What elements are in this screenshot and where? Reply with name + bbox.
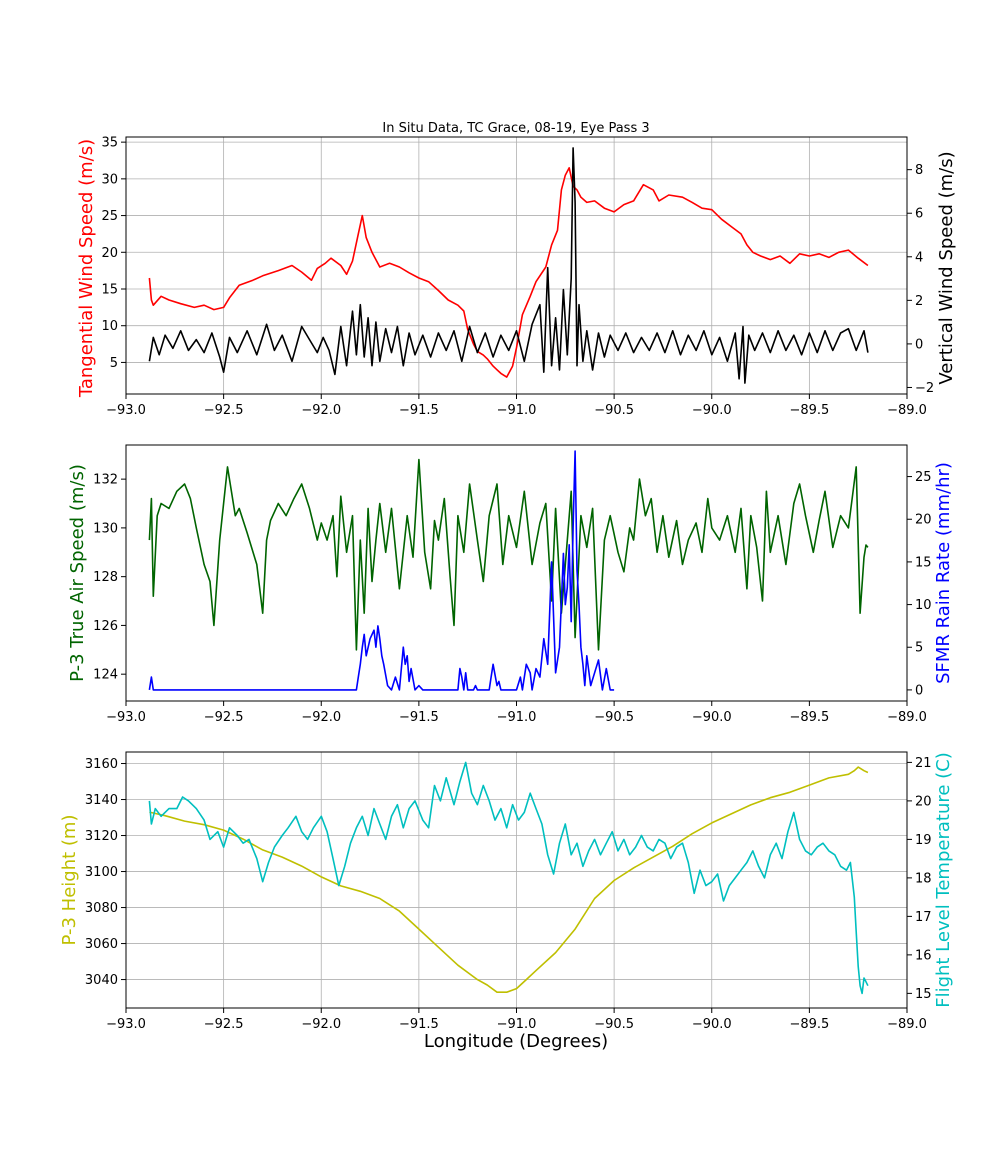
x-tick-label: −90.5 — [594, 403, 634, 418]
right-y-tick-label: 25 — [915, 470, 932, 485]
x-tick-label: −89.0 — [887, 403, 927, 418]
right-y-tick-label: −2 — [915, 381, 934, 396]
x-tick-label: −91.5 — [399, 1017, 439, 1032]
left-y-tick-label: 124 — [93, 668, 118, 683]
airspeed-rain-panel: −93.0 −92.5 −92.0 −91.5 −91.0 −90.5 −90.0 −89.5… — [93, 444, 932, 725]
x-tick-label: −91.5 — [399, 710, 439, 725]
x-tick-label: −90.5 — [594, 710, 634, 725]
right-y-tick-label: 19 — [915, 833, 932, 848]
right-y-tick-label: 0 — [915, 337, 923, 352]
left-y-tick-label: 35 — [101, 136, 118, 151]
right-y-tick-label: 15 — [915, 555, 932, 570]
right-y-tick-label: 20 — [915, 794, 932, 809]
right-y-tick-label: 2 — [915, 294, 923, 309]
left-y-tick-label: 126 — [93, 619, 118, 634]
left-y-tick-label: 3100 — [85, 865, 118, 880]
rain-rate-axis-label: SFMR Rain Rate (mm/hr) — [933, 462, 954, 684]
x-tick-label: −90.0 — [692, 1017, 732, 1032]
left-y-tick-label: 3140 — [85, 793, 118, 808]
right-y-tick-label: 16 — [915, 948, 932, 963]
left-y-tick-label: 10 — [101, 319, 118, 334]
right-y-tick-label: 20 — [915, 513, 932, 528]
rain-rate-series-line — [148, 450, 615, 691]
x-tick-label: −92.0 — [301, 710, 341, 725]
x-tick-label: −91.0 — [497, 710, 537, 725]
height-axis-label: P-3 Height (m) — [59, 815, 80, 946]
x-tick-label: −92.5 — [204, 1017, 244, 1032]
left-y-tick-label: 130 — [93, 521, 118, 536]
x-tick-label: −93.0 — [106, 710, 146, 725]
x-tick-label: −89.5 — [789, 1017, 829, 1032]
right-y-tick-label: 18 — [915, 871, 932, 886]
x-tick-label: −91.5 — [399, 403, 439, 418]
right-y-tick-label: 5 — [915, 641, 923, 656]
x-tick-label: −89.5 — [789, 710, 829, 725]
vertical-wind-axis-label: Vertical Wind Speed (m/s) — [936, 151, 957, 384]
true-air-speed-series-line — [148, 458, 869, 651]
vertical-wind-series-line — [148, 147, 869, 384]
x-tick-label: −92.5 — [204, 403, 244, 418]
right-y-tick-label: 4 — [915, 250, 923, 265]
left-y-tick-label: 25 — [101, 209, 118, 224]
left-y-tick-label: 20 — [101, 246, 118, 261]
left-y-tick-label: 132 — [93, 473, 118, 488]
x-tick-label: −91.0 — [497, 403, 537, 418]
left-y-tick-label: 3060 — [85, 937, 118, 952]
x-tick-label: −90.5 — [594, 1017, 634, 1032]
x-tick-label: −89.0 — [887, 1017, 927, 1032]
right-y-tick-label: 0 — [915, 683, 923, 698]
right-y-tick-label: 21 — [915, 756, 932, 771]
figure-title: In Situ Data, TC Grace, 08-19, Eye Pass … — [382, 121, 649, 136]
left-y-tick-label: 3160 — [85, 757, 118, 772]
left-y-tick-label: 128 — [93, 570, 118, 585]
x-tick-label: −89.5 — [789, 403, 829, 418]
height-temperature-panel: −93.0 −92.5 −92.0 −91.5 −91.0 −90.5 −90.0 −89.5… — [85, 751, 932, 1032]
x-tick-label: −90.0 — [692, 403, 732, 418]
right-y-tick-label: 15 — [915, 987, 932, 1002]
x-tick-label: −92.5 — [204, 710, 244, 725]
tangential-wind-series-line — [148, 167, 869, 378]
x-tick-label: −93.0 — [106, 403, 146, 418]
true-air-speed-axis-label: P-3 True Air Speed (m/s) — [67, 464, 88, 682]
x-tick-label: −91.0 — [497, 1017, 537, 1032]
x-tick-label: −93.0 — [106, 1017, 146, 1032]
tangential-wind-axis-label: Tangential Wind Speed (m/s) — [76, 139, 97, 398]
x-tick-label: −90.0 — [692, 710, 732, 725]
height-series-line — [149, 766, 869, 994]
left-y-tick-label: 3040 — [85, 973, 118, 988]
temperature-axis-label: Flight Level Temperature (C) — [933, 752, 954, 1008]
wind-speed-panel: −93.0 −92.5 −92.0 −91.5 −91.0 −90.5 −90.0 −89.5… — [101, 136, 934, 418]
left-y-tick-label: 5 — [110, 356, 118, 371]
right-y-tick-label: 6 — [915, 207, 923, 222]
left-y-tick-label: 15 — [101, 282, 118, 297]
right-y-tick-label: 17 — [915, 910, 932, 925]
left-y-tick-label: 30 — [101, 172, 118, 187]
left-y-tick-label: 3120 — [85, 829, 118, 844]
right-y-tick-label: 10 — [915, 598, 932, 613]
x-tick-label: −92.0 — [301, 403, 341, 418]
right-y-tick-label: 8 — [915, 163, 923, 178]
left-y-tick-label: 3080 — [85, 901, 118, 916]
x-tick-label: −89.0 — [887, 710, 927, 725]
x-tick-label: −92.0 — [301, 1017, 341, 1032]
temperature-series-line — [148, 761, 869, 995]
x-axis-label: Longitude (Degrees) — [424, 1031, 608, 1052]
